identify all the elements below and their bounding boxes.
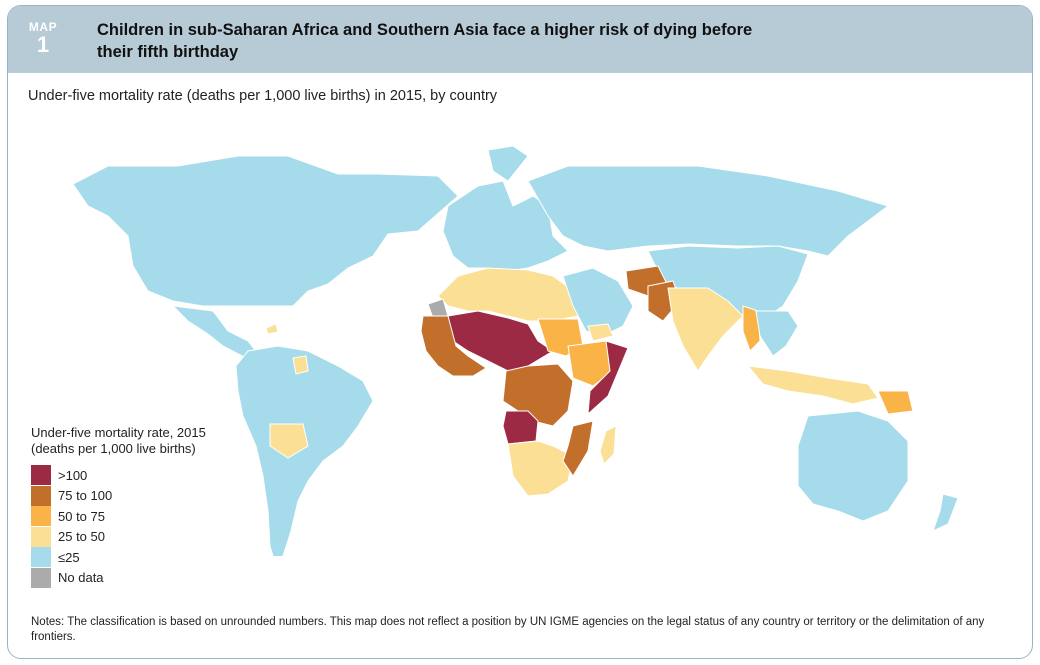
legend-swatch — [31, 506, 51, 527]
map-region-south-america — [235, 345, 374, 568]
legend-label: 50 to 75 — [58, 508, 105, 524]
map-region-australia — [797, 410, 909, 522]
map-title-line2: their fifth birthday — [97, 43, 239, 61]
legend-label: 75 to 100 — [58, 488, 113, 504]
map-panel: MAP 1 Children in sub-Saharan Africa and… — [7, 5, 1033, 659]
map-region-myanmar — [742, 305, 761, 352]
map-region-madagascar — [599, 425, 617, 465]
legend-item: ≤25 — [31, 547, 206, 568]
world-map-svg — [72, 145, 959, 568]
map-notes: Notes: The classification is based on un… — [31, 616, 985, 643]
legend-label: No data — [58, 570, 104, 586]
map-region-haiti — [265, 323, 279, 335]
map-region-somalia — [587, 340, 629, 416]
map-label: MAP — [28, 20, 58, 34]
legend-item: No data — [31, 567, 206, 589]
legend-item: >100 — [31, 465, 206, 486]
map-region-southeast-asia — [755, 310, 799, 357]
legend-label: 25 to 50 — [58, 529, 105, 545]
map-number: 1 — [36, 32, 50, 57]
map-region-north-america — [72, 155, 459, 307]
map-region-guyana — [292, 355, 309, 375]
header-bar: MAP 1 Children in sub-Saharan Africa and… — [8, 6, 1032, 73]
map-title-line1: Children in sub-Saharan Africa and South… — [97, 21, 753, 39]
legend-title-line1: Under-five mortality rate, 2015 — [31, 425, 206, 440]
map-title: Children in sub-Saharan Africa and South… — [97, 19, 897, 63]
legend-label: ≤25 — [58, 549, 80, 565]
legend-swatch — [31, 485, 51, 506]
map-region-bolivia — [269, 423, 309, 459]
map-region-yemen — [587, 323, 614, 342]
legend-swatch — [31, 526, 51, 547]
map-subtitle: Under-five mortality rate (deaths per 1,… — [28, 88, 498, 104]
map-region-west-africa — [420, 315, 487, 377]
map-region-central-america — [171, 305, 259, 359]
map-region-greenland — [487, 145, 529, 182]
map-region-europe — [442, 180, 569, 272]
legend-item: 75 to 100 — [31, 485, 206, 507]
legend-swatch — [31, 465, 51, 486]
legend: Under-five mortality rate, 2015 (deaths … — [31, 425, 206, 588]
legend-title-line2: (deaths per 1,000 live births) — [31, 441, 196, 456]
map-region-india — [667, 287, 744, 372]
legend-item: 25 to 50 — [31, 526, 206, 548]
map-region-mozambique — [562, 420, 594, 477]
map-region-angola — [502, 410, 539, 445]
map-region-sahel — [447, 310, 554, 372]
legend-swatch — [31, 547, 51, 568]
map-region-russia — [527, 165, 890, 257]
legend-swatch — [31, 567, 51, 588]
legend-title: Under-five mortality rate, 2015 (deaths … — [31, 425, 206, 457]
map-tag: MAP 1 — [22, 20, 64, 56]
map-region-arabian-peninsula — [562, 267, 634, 337]
legend-label: >100 — [58, 467, 88, 483]
map-region-new-zealand — [932, 493, 959, 532]
map-region-indonesia — [746, 365, 879, 405]
legend-item: 50 to 75 — [31, 506, 206, 527]
world-map — [8, 136, 1032, 568]
map-region-southern-africa — [507, 440, 574, 497]
map-region-papua-new-guinea — [877, 390, 914, 415]
map-region-north-africa — [437, 267, 579, 322]
